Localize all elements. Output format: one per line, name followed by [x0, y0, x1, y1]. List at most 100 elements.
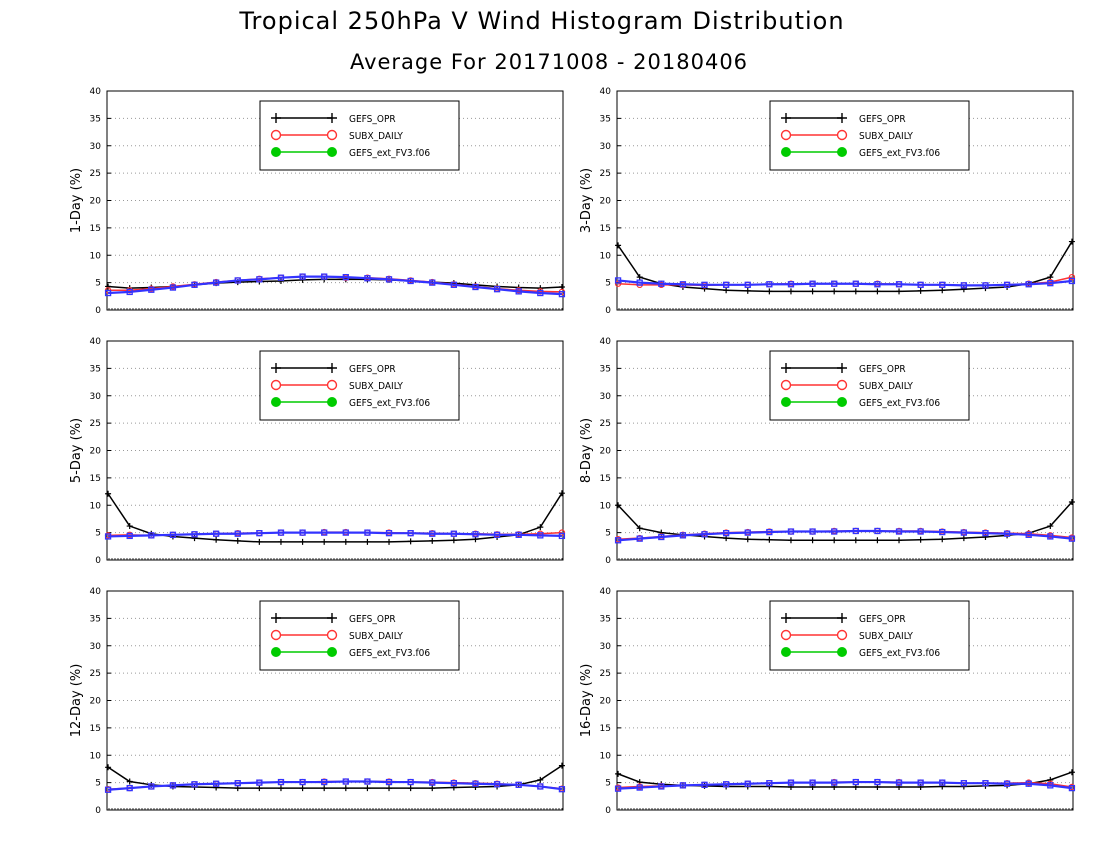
- data-point: [744, 529, 751, 536]
- legend-marker: [837, 363, 847, 373]
- legend-label: GEFS_ext_FV3.f06: [349, 398, 430, 409]
- data-point: [939, 528, 946, 536]
- y-tick-label: 25: [600, 169, 611, 179]
- legend: GEFS_OPR SUBX_DAILY GEFS_ext_FV3.f06: [259, 600, 460, 671]
- data-point: [766, 288, 773, 295]
- data-point: [1068, 238, 1075, 245]
- data-point: [917, 536, 924, 543]
- data-point: [256, 276, 263, 283]
- series-line-GEFS_ext_FV3.f06: [108, 531, 562, 538]
- data-point: [104, 289, 112, 297]
- data-point: [1047, 776, 1054, 783]
- y-tick-label: 25: [90, 419, 101, 429]
- data-point: [342, 778, 349, 785]
- y-tick-label: 10: [90, 251, 102, 261]
- y-tick-label: 35: [600, 114, 611, 124]
- data-point: [104, 786, 112, 793]
- data-point: [939, 779, 946, 786]
- data-point: [852, 288, 859, 295]
- data-point: [636, 279, 643, 286]
- data-point: [615, 242, 622, 249]
- legend-marker: [326, 129, 338, 141]
- legend-label: SUBX_DAILY: [859, 381, 913, 392]
- figure-title: Tropical 250hPa V Wind Histogram Distrib…: [238, 7, 844, 35]
- data-point: [126, 288, 133, 296]
- data-point: [191, 281, 198, 288]
- data-point: [429, 537, 436, 544]
- data-point: [701, 531, 708, 538]
- data-point: [429, 785, 436, 792]
- data-point: [809, 537, 816, 544]
- y-tick-label: 40: [90, 87, 102, 97]
- data-point: [537, 289, 544, 297]
- data-point: [982, 530, 989, 537]
- data-point: [256, 530, 263, 537]
- y-tick-label: 0: [95, 306, 101, 316]
- data-point: [169, 782, 177, 789]
- legend-marker: [781, 613, 791, 623]
- y-tick-label: 35: [90, 114, 101, 124]
- legend-label: GEFS_OPR: [349, 364, 396, 375]
- data-point: [874, 288, 881, 295]
- data-point: [429, 779, 436, 786]
- chart-panel-5: 0 5 10 15 20 25 30 35 40 12-Day (%) GEFS_OPR SUBX_D…: [69, 587, 566, 816]
- legend-marker: [271, 147, 281, 157]
- data-point: [256, 785, 263, 792]
- data-point: [917, 779, 924, 786]
- data-point: [256, 779, 263, 786]
- data-point: [342, 538, 349, 545]
- series-line-GEFS_ext_FV3.f06: [617, 279, 1073, 287]
- data-point: [917, 287, 924, 294]
- y-axis-label: 1-Day (%): [69, 168, 84, 233]
- data-point: [450, 780, 458, 787]
- y-tick-label: 5: [605, 779, 611, 789]
- data-point: [615, 502, 622, 509]
- legend-marker: [327, 613, 337, 623]
- y-tick-label: 0: [605, 306, 611, 316]
- data-point: [537, 776, 544, 783]
- data-point: [364, 275, 371, 282]
- data-point: [1068, 498, 1075, 505]
- data-point: [960, 780, 968, 787]
- data-point: [939, 783, 946, 790]
- y-tick-label: 30: [600, 642, 612, 652]
- data-point: [429, 279, 436, 286]
- data-point: [636, 784, 643, 791]
- data-point: [407, 785, 414, 792]
- legend-marker: [327, 363, 337, 373]
- data-point: [787, 528, 795, 535]
- data-point: [679, 532, 687, 539]
- data-point: [450, 530, 458, 537]
- y-tick-label: 0: [605, 556, 611, 566]
- data-point: [407, 538, 414, 545]
- data-point: [744, 536, 751, 543]
- y-tick-label: 0: [95, 806, 101, 816]
- data-point: [679, 782, 687, 789]
- data-point: [766, 536, 773, 543]
- data-point: [256, 538, 263, 545]
- data-point: [212, 279, 220, 286]
- data-point: [493, 781, 501, 788]
- data-point: [809, 779, 816, 786]
- data-point: [364, 785, 371, 792]
- y-tick-label: 25: [600, 669, 611, 679]
- y-tick-label: 40: [600, 587, 612, 597]
- data-point: [809, 528, 816, 535]
- legend: GEFS_OPR SUBX_DAILY GEFS_ext_FV3.f06: [259, 100, 460, 171]
- panels-container: 0 5 10 15 20 25 30 35 40 1-Day (%) GEFS_OPR SUBX_DA…: [69, 87, 1076, 816]
- legend-label: GEFS_ext_FV3.f06: [859, 648, 940, 659]
- data-point: [636, 535, 643, 542]
- data-point: [386, 538, 393, 545]
- data-point: [1003, 281, 1011, 288]
- y-tick-label: 5: [95, 779, 101, 789]
- data-point: [852, 778, 859, 786]
- data-point: [148, 286, 155, 293]
- data-point: [299, 785, 306, 792]
- data-point: [939, 287, 946, 294]
- data-point: [766, 780, 773, 787]
- data-point: [321, 538, 328, 545]
- data-point: [787, 537, 794, 544]
- data-point: [169, 284, 177, 291]
- legend-label: GEFS_OPR: [349, 114, 396, 125]
- data-point: [1068, 769, 1075, 776]
